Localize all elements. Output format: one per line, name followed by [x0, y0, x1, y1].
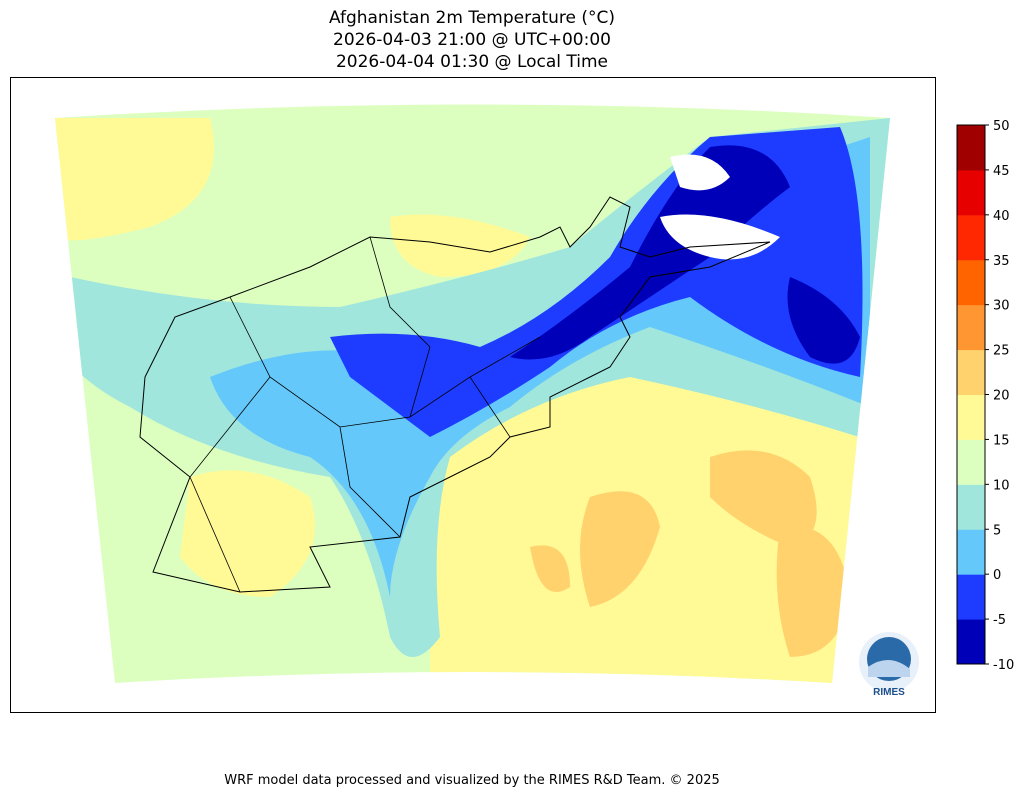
- colorbar-band: [957, 529, 985, 575]
- colorbar-tick-label: 50: [993, 119, 1010, 134]
- colorbar-tick-label: 30: [993, 299, 1010, 314]
- colorbar-band: [957, 304, 985, 351]
- rimes-logo: RIMES: [859, 632, 919, 698]
- field-20-25: [776, 525, 850, 657]
- colorbar-band: [957, 259, 985, 306]
- colorbar-band: [957, 169, 985, 216]
- temperature-map: RIMES: [55, 104, 919, 698]
- field-15-20: [180, 470, 315, 597]
- colorbar-tick-label: 5: [993, 523, 1001, 538]
- colorbar-band: [957, 484, 985, 530]
- colorbar-band: [957, 619, 985, 665]
- colorbar-tick-label: 35: [993, 254, 1010, 269]
- colorbar-tick-label: 15: [993, 433, 1010, 448]
- colorbar-tick-label: 40: [993, 209, 1010, 224]
- colorbar-tick-label: 0: [993, 568, 1001, 583]
- plot-title: Afghanistan 2m Temperature (°C): [328, 8, 616, 28]
- colorbar-band: [957, 214, 985, 261]
- field-minus10-minus5: [510, 145, 790, 360]
- colorbar-band: [957, 394, 985, 440]
- field-15-20: [390, 214, 530, 277]
- colorbar-tick-label: 20: [993, 389, 1010, 404]
- colorbar-band: [957, 574, 985, 620]
- field-15-20: [430, 367, 890, 683]
- colorbar-tick-label: 25: [993, 344, 1010, 359]
- map-frame: [10, 77, 936, 713]
- colorbar-tick-label: 45: [993, 164, 1010, 179]
- footer-credit: WRF model data processed and visualized …: [224, 773, 720, 788]
- field-15-20: [55, 118, 214, 241]
- local-time: 2026-04-04 01:30 @ Local Time: [335, 52, 609, 72]
- no-data-region: [660, 154, 780, 260]
- field-15-20: [55, 555, 102, 683]
- afghanistan-border: [139, 196, 771, 593]
- utc-time: 2026-04-03 21:00 @ UTC+00:00: [333, 30, 611, 50]
- colorbar-tick-label: 10: [993, 478, 1010, 493]
- colorbar-band: [957, 349, 985, 395]
- field-20-25: [710, 450, 817, 547]
- colorbar: -10 -5 0 5 10 15 20 25 30 35 40 45 50: [956, 119, 1014, 673]
- svg-text:RIMES: RIMES: [873, 687, 905, 698]
- field-20-25: [530, 545, 570, 592]
- field-minus10-minus5: [787, 277, 860, 364]
- field-20-25: [580, 491, 660, 607]
- colorbar-band: [957, 125, 985, 171]
- province-borders: [189, 236, 541, 593]
- colorbar-tick-label: -10: [993, 658, 1014, 673]
- colorbar-tick-label: -5: [993, 613, 1006, 628]
- colorbar-band: [957, 439, 985, 485]
